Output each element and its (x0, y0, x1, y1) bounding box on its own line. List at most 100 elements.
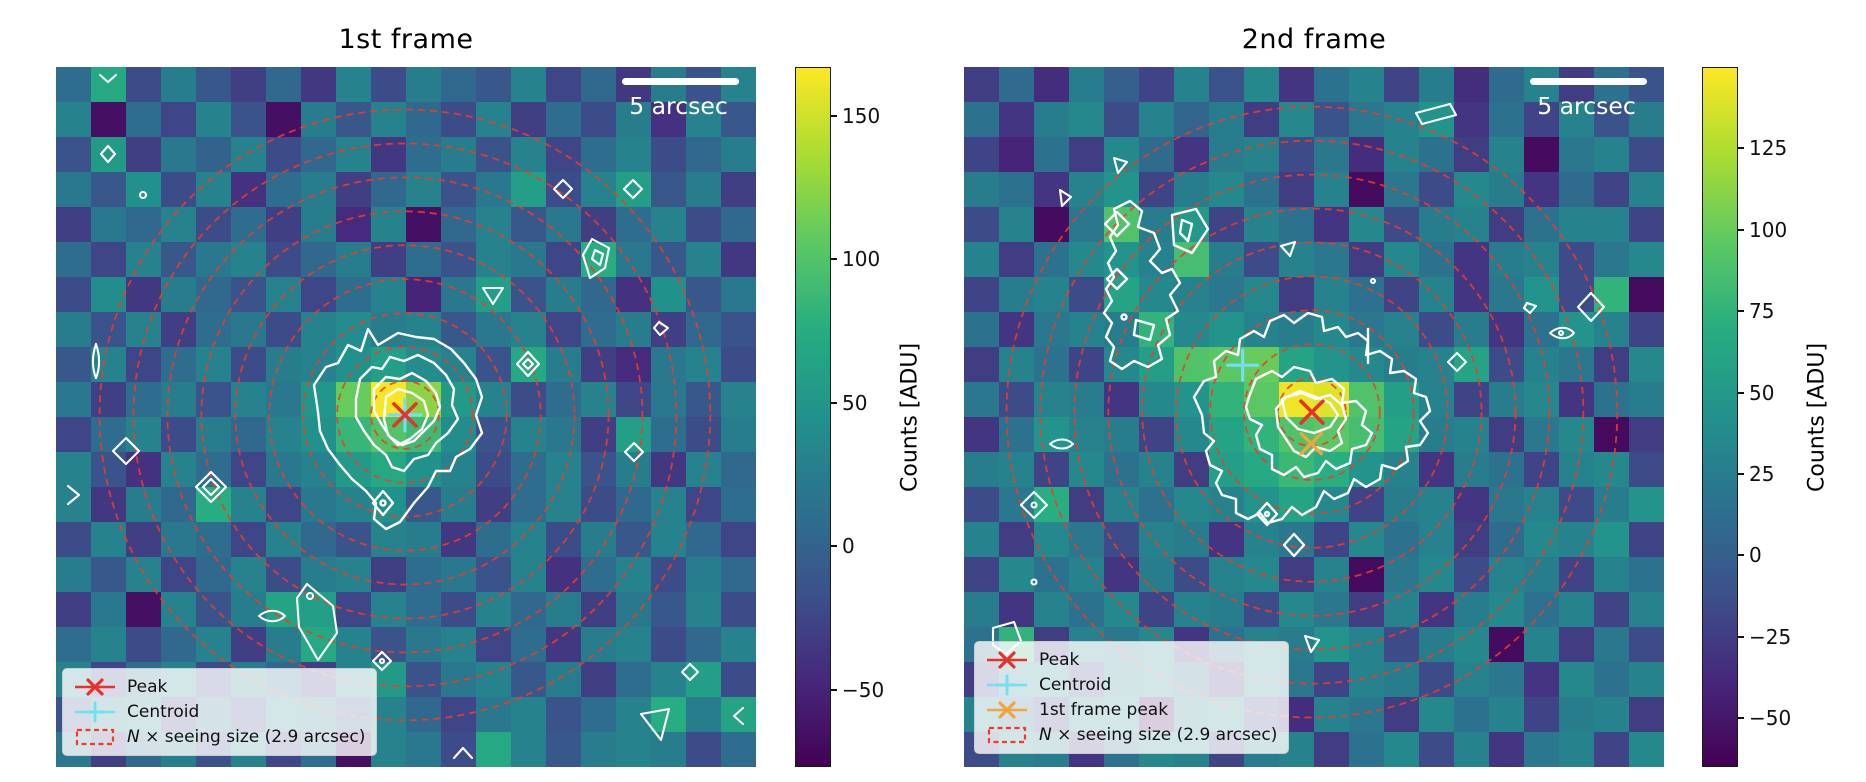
peak-marker-line (392, 402, 418, 428)
legend-entry: N × seeing size (2.9 arcsec) (72, 726, 365, 748)
heatmap-cell (1209, 417, 1245, 453)
heatmap-cell (581, 67, 617, 103)
heatmap-cell (406, 102, 442, 138)
heatmap-cell (126, 137, 162, 173)
heatmap-cell (721, 487, 756, 523)
frame-2-colorbar: 125 100 75 50 25 0 −25 −50 Counts [ADU] (1702, 0, 1866, 782)
contour-main (371, 489, 395, 517)
seeing-circle (234, 244, 576, 586)
heatmap-cell (1349, 732, 1385, 767)
heatmap-cell (1104, 102, 1140, 138)
heatmap-cell (196, 522, 232, 558)
heatmap-cell (1174, 557, 1210, 593)
heatmap-cell (999, 452, 1035, 488)
legend-label: Centroid (1039, 674, 1112, 695)
heatmap-cell (1104, 137, 1140, 173)
heatmap-cell (231, 522, 267, 558)
colorbar-tick (1738, 391, 1744, 394)
heatmap-cell (581, 137, 617, 173)
heatmap-cell (721, 137, 756, 173)
heatmap-cell (231, 67, 267, 103)
heatmap-cell (301, 557, 337, 593)
heatmap-cell (406, 732, 442, 767)
heatmap-cell (1419, 67, 1455, 103)
heatmap-cell (511, 277, 547, 313)
legend-x (998, 701, 1016, 719)
contour-speckle (98, 73, 118, 84)
heatmap-cell (1629, 312, 1664, 348)
legend-entry: Peak (984, 649, 1277, 671)
heatmap-cell (511, 312, 547, 348)
heatmap-cell (1314, 732, 1350, 767)
heatmap-cell (1384, 627, 1420, 663)
heatmap-cell (1419, 487, 1455, 523)
heatmap-cell (651, 452, 687, 488)
heatmap-cell (1174, 522, 1210, 558)
seeing-circle (336, 346, 474, 484)
heatmap-cell (1209, 592, 1245, 628)
heatmap-cell (1594, 522, 1630, 558)
heatmap-cell (56, 417, 92, 453)
heatmap-cell (616, 732, 652, 767)
heatmap-cell (721, 242, 756, 278)
contour-speckle (1058, 188, 1073, 208)
heatmap-cell (1034, 172, 1070, 208)
heatmap-cell (999, 172, 1035, 208)
heatmap-cell (476, 312, 512, 348)
colorbar-tick (831, 545, 837, 548)
heatmap-cell (721, 172, 756, 208)
contour-main (1132, 318, 1156, 342)
heatmap-cell (196, 207, 232, 243)
seeing-circle (1175, 275, 1449, 549)
contour-speckle (1548, 326, 1576, 340)
heatmap-cell (1524, 172, 1560, 208)
heatmap-cell (196, 347, 232, 383)
heatmap-cell (1244, 382, 1280, 418)
seeing-circle (1243, 343, 1381, 481)
heatmap-cell (1629, 557, 1664, 593)
heatmap-cell (126, 67, 162, 103)
heatmap-cell (371, 172, 407, 208)
colorbar-tick-label: 125 (1749, 136, 1788, 161)
heatmap-cell (1419, 417, 1455, 453)
heatmap-cell (616, 627, 652, 663)
legend-label: N × seeing size (2.9 arcsec) (127, 726, 366, 747)
heatmap-cell (546, 522, 582, 558)
seeing-circle (1209, 309, 1415, 515)
heatmap-cell (1279, 592, 1315, 628)
heatmap-cell (1489, 417, 1525, 453)
heatmap-cell (56, 312, 92, 348)
heatmap-cell (441, 592, 477, 628)
heatmap-cell (56, 277, 92, 313)
heatmap-cell (301, 452, 337, 488)
heatmap-cell (1629, 242, 1664, 278)
heatmap-cell (1034, 487, 1070, 523)
heatmap-cell (1524, 207, 1560, 243)
heatmap-cell (1454, 452, 1490, 488)
heatmap-cell (1594, 452, 1630, 488)
heatmap-cell (999, 417, 1035, 453)
heatmap-cell (476, 347, 512, 383)
contour-speckle (590, 248, 605, 267)
heatmap-cell (1104, 347, 1140, 383)
heatmap-cell (161, 382, 197, 418)
heatmap-cell (336, 242, 372, 278)
heatmap-cell (126, 382, 162, 418)
contour-speckle (623, 441, 645, 463)
heatmap-cell (441, 67, 477, 103)
heatmap-cell (1209, 242, 1245, 278)
heatmap-cell (616, 452, 652, 488)
heatmap-cell (1629, 382, 1664, 418)
heatmap-cell (686, 522, 722, 558)
heatmap-cell (1209, 277, 1245, 313)
frame-2-legend: Peak Centroid 1st frame peak N × seeing siz… (974, 641, 1290, 754)
heatmap-cell (196, 102, 232, 138)
plus-line-icon (75, 701, 115, 723)
legend-label: N × seeing size (2.9 arcsec) (1039, 724, 1278, 745)
contour-speckle (99, 144, 117, 164)
heatmap-cell (651, 312, 687, 348)
heatmap-cell (231, 277, 267, 313)
heatmap-cell (196, 592, 232, 628)
heatmap-cell (1524, 697, 1560, 733)
heatmap-cell (371, 67, 407, 103)
